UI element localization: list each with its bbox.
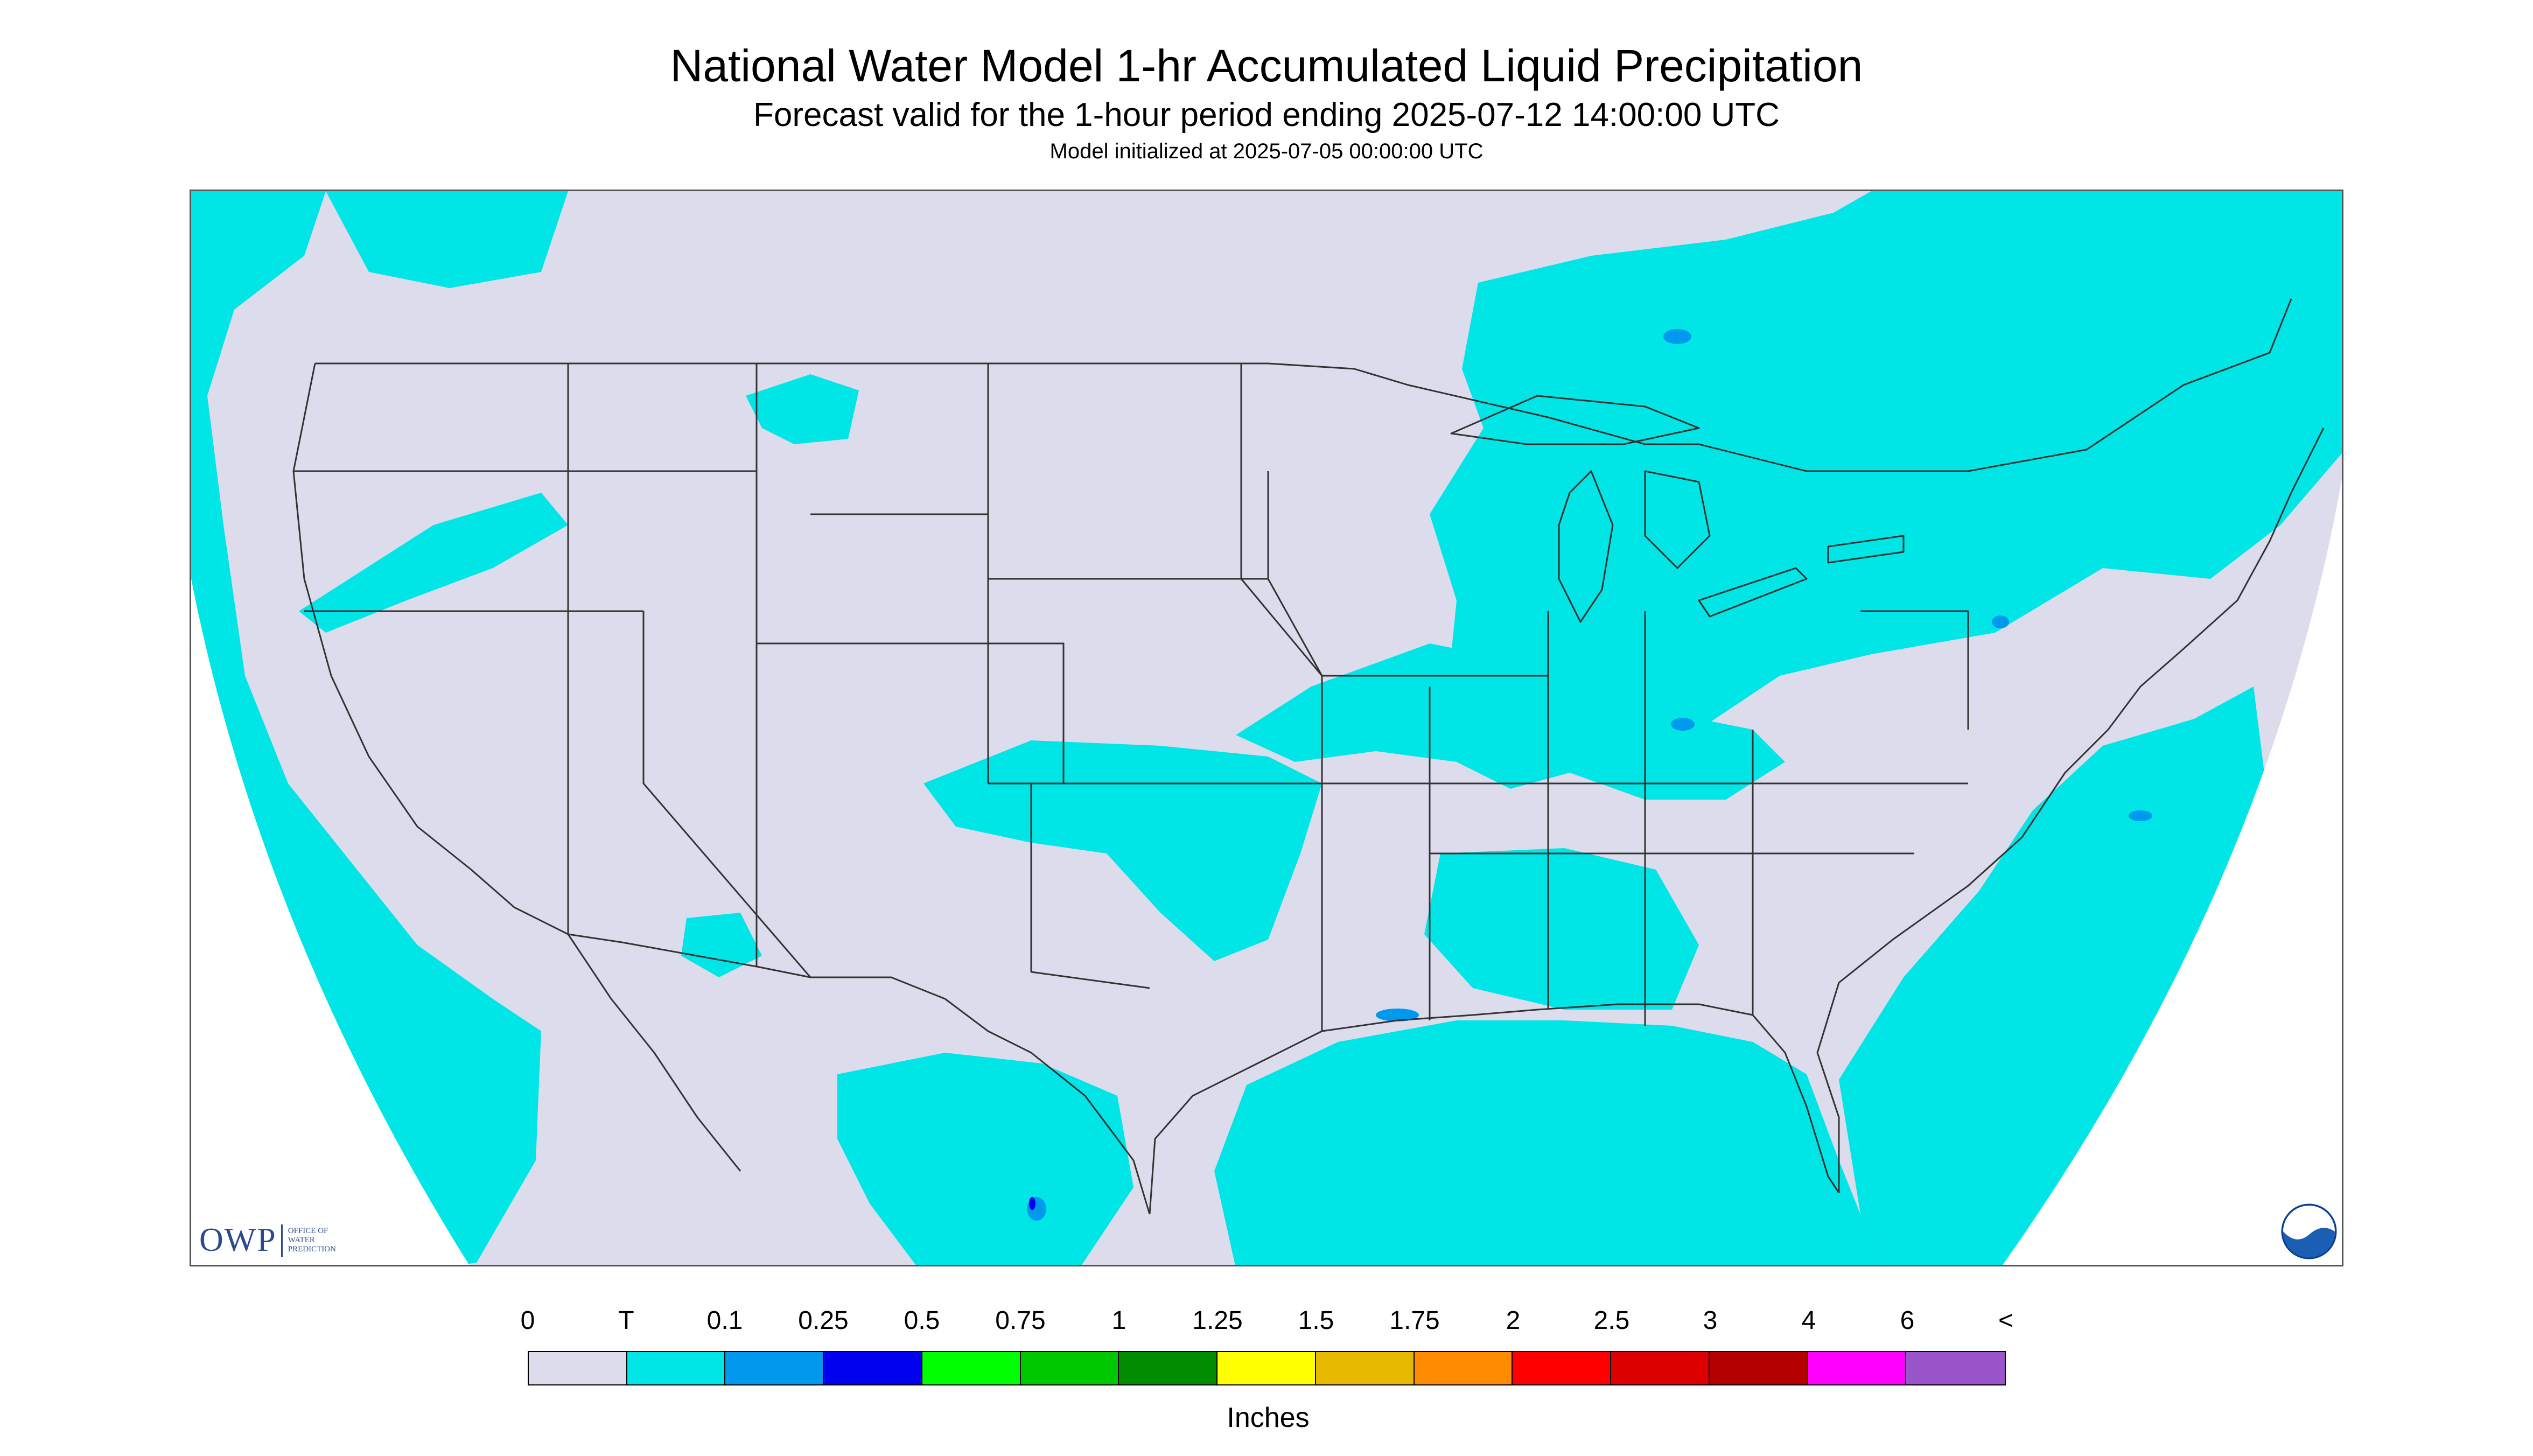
noaa-logo: [2281, 1203, 2337, 1259]
legend-label: 1.75: [1389, 1306, 1440, 1335]
forecast-valid-subtitle: Forecast valid for the 1-hour period end…: [753, 96, 1780, 134]
precip-spot-louisiana: [1376, 1009, 1419, 1021]
state-line: [1240, 363, 1323, 1031]
legend-swatch: [529, 1352, 627, 1384]
legend-swatch: [1513, 1352, 1612, 1384]
owp-logo-text: OFFICE OF WATER PREDICTION: [288, 1227, 336, 1254]
legend-swatch: [1217, 1352, 1316, 1384]
model-init-text: Model initialized at 2025-07-05 00:00:00…: [1049, 139, 1484, 163]
legend-colorbar: [528, 1351, 2006, 1385]
precip-area-canada: [1430, 191, 2342, 773]
legend-swatch: [1316, 1352, 1415, 1384]
legend-swatch: [725, 1352, 824, 1384]
legend-label: 1.25: [1192, 1306, 1243, 1335]
legend-label: T: [618, 1306, 634, 1335]
precip-map: [190, 190, 2343, 1266]
legend-unit: Inches: [1227, 1402, 1310, 1433]
state-line: [1860, 610, 1969, 730]
legend-swatch: [1414, 1352, 1513, 1384]
state-line: [1267, 471, 1323, 676]
legend-label: 4: [1801, 1306, 1816, 1335]
precip-legend: 0 T 0.1 0.25 0.5 0.75 1 1.25 1.5 1.75 2 2.5 3 4 6 < Inc…: [521, 1306, 2013, 1435]
legend-label: <: [1998, 1306, 2014, 1335]
legend-swatch: [1709, 1352, 1808, 1384]
precip-area-oregon: [299, 493, 568, 633]
precip-spot-ohio-valley: [1671, 718, 1695, 731]
legend-labels: 0 T 0.1 0.25 0.5 0.75 1 1.25 1.5 1.75 2 2.5 3 4 6 <: [521, 1306, 2013, 1338]
legend-label: 2.5: [1593, 1306, 1630, 1335]
projection-outside-region: [191, 191, 2342, 1265]
legend-swatch: [1611, 1352, 1710, 1384]
legend-label: 1: [1111, 1306, 1126, 1335]
legend-label: 0.5: [904, 1306, 940, 1335]
precip-trace-layer: [191, 191, 2342, 1265]
legend-label: 0.75: [995, 1306, 1046, 1335]
baja-coast: [567, 934, 741, 1172]
precip-area-gulf: [1214, 1020, 1886, 1265]
legend-swatch: [922, 1352, 1021, 1384]
precip-area-pacific: [191, 191, 541, 1265]
precip-area-southeast: [1424, 848, 1699, 1010]
precip-spot-mexico-core: [1029, 1197, 1035, 1210]
precip-area-midwest: [1236, 643, 1785, 800]
owp-mark: OWP: [199, 1222, 277, 1258]
legend-swatch: [1906, 1352, 2005, 1384]
precip-spot-pennsylvania: [1992, 615, 2009, 628]
legend-swatch: [1808, 1352, 1907, 1384]
us-atlantic-coast: [1816, 428, 2325, 1193]
legend-swatch: [1119, 1352, 1218, 1384]
light-rain-spots: [1027, 329, 2152, 1221]
owp-separator: [281, 1224, 283, 1257]
precip-area-plains: [923, 740, 1322, 961]
precip-area-southwest: [681, 913, 762, 977]
us-mexico-border: [568, 933, 1151, 1215]
map-canvas: [191, 191, 2342, 1265]
state-line: [1030, 783, 1150, 989]
state-line: [642, 611, 811, 978]
precip-area-montana: [746, 374, 859, 444]
precip-area-mexico: [837, 1053, 1133, 1265]
us-canada-border: [315, 298, 2292, 472]
map-title: National Water Model 1-hr Accumulated Li…: [670, 40, 1863, 91]
legend-label: 0.25: [798, 1306, 849, 1335]
state-boundaries: [292, 298, 2325, 1215]
precip-spot-lake-superior: [1663, 329, 1691, 344]
precip-area-atlantic: [1839, 687, 2270, 1265]
lake-michigan: [1558, 470, 1614, 623]
legend-label: 3: [1703, 1306, 1718, 1335]
state-line: [757, 642, 1065, 783]
lake-erie: [1698, 567, 1808, 618]
legend-swatch: [627, 1352, 726, 1384]
west-coast: [292, 363, 569, 935]
precip-spot-atlantic: [2129, 810, 2152, 821]
lake-superior: [1450, 395, 1700, 445]
legend-label: 0.1: [706, 1306, 743, 1335]
legend-label: 1.5: [1298, 1306, 1334, 1335]
legend-label: 0: [520, 1306, 535, 1335]
lake-huron: [1644, 470, 1711, 569]
owp-logo: OWP OFFICE OF WATER PREDICTION: [199, 1221, 336, 1259]
us-gulf-coast: [1149, 1003, 1840, 1215]
legend-label: 6: [1900, 1306, 1915, 1335]
precip-area-pacific-north: [326, 191, 568, 288]
lake-ontario: [1827, 535, 1905, 564]
legend-swatch: [1020, 1352, 1119, 1384]
legend-swatch: [824, 1352, 922, 1384]
legend-label: 2: [1506, 1306, 1521, 1335]
